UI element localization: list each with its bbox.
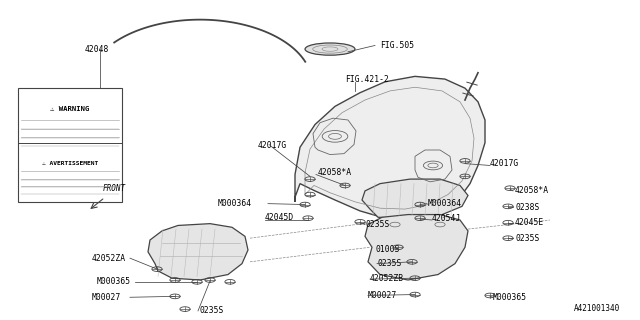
Text: 42058*A: 42058*A bbox=[515, 187, 549, 196]
Text: FIG.505: FIG.505 bbox=[380, 41, 414, 50]
Text: ⚠ WARNING: ⚠ WARNING bbox=[51, 106, 90, 112]
Text: FIG.421-2: FIG.421-2 bbox=[345, 75, 389, 84]
Text: 42048: 42048 bbox=[85, 44, 109, 53]
Text: 42058*A: 42058*A bbox=[318, 168, 352, 177]
Text: M00027: M00027 bbox=[368, 291, 397, 300]
Text: ⚠ AVERTISSEMENT: ⚠ AVERTISSEMENT bbox=[42, 161, 98, 166]
Text: M000365: M000365 bbox=[97, 277, 131, 286]
Text: FRONT: FRONT bbox=[103, 184, 126, 193]
Polygon shape bbox=[365, 214, 468, 280]
Ellipse shape bbox=[305, 43, 355, 55]
Text: 0235S: 0235S bbox=[365, 220, 389, 229]
Text: A421001340: A421001340 bbox=[573, 304, 620, 313]
Text: 42017G: 42017G bbox=[490, 159, 519, 168]
Text: 0235S: 0235S bbox=[378, 259, 403, 268]
Text: 42054J: 42054J bbox=[432, 214, 461, 223]
FancyBboxPatch shape bbox=[18, 88, 122, 202]
Text: 42017G: 42017G bbox=[258, 141, 287, 150]
Text: 0235S: 0235S bbox=[515, 234, 540, 243]
Text: 0100S: 0100S bbox=[376, 244, 401, 253]
Text: 0238S: 0238S bbox=[515, 203, 540, 212]
Polygon shape bbox=[148, 224, 248, 280]
Text: M000364: M000364 bbox=[428, 199, 462, 208]
Polygon shape bbox=[295, 76, 485, 218]
Polygon shape bbox=[362, 179, 468, 218]
Text: 0235S: 0235S bbox=[200, 307, 225, 316]
Text: 42045D: 42045D bbox=[265, 213, 294, 222]
Text: 42052ZA: 42052ZA bbox=[92, 254, 126, 263]
Text: M00027: M00027 bbox=[92, 293, 121, 302]
Text: M000364: M000364 bbox=[218, 199, 252, 208]
Text: 42052ZB: 42052ZB bbox=[370, 274, 404, 283]
Text: 42045E: 42045E bbox=[515, 218, 544, 227]
Text: M000365: M000365 bbox=[493, 293, 527, 302]
